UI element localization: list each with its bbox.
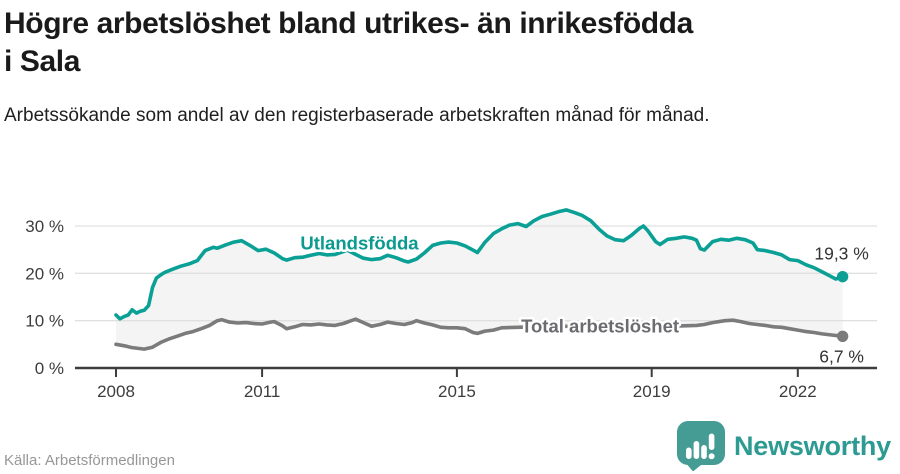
subtitle: Arbetssökande som andel av den registerb… [4,105,710,126]
newsworthy-logo-text: Newsworthy [733,430,891,461]
y-tick-label: 0 % [35,359,64,378]
x-tick-label: 2015 [438,382,476,401]
x-tick-label: 2011 [244,382,281,401]
fill-between-area [116,209,843,350]
source-note: Källa: Arbetsförmedlingen [4,452,175,469]
series-label: Utlandsfödda [300,233,419,254]
y-tick-label: 30 % [25,217,64,236]
series-end-dot [836,270,849,283]
newsworthy-logo-icon [676,421,725,471]
x-tick-label: 2022 [779,382,817,401]
page-title: Högre arbetslöshet bland utrikes- än inr… [4,7,693,79]
y-tick-label: 10 % [25,312,64,331]
series-end-dot [836,330,849,342]
end-value-label: 19,3 % [814,244,868,264]
series-label: Total arbetslöshet [521,316,679,337]
end-value-label: 6,7 % [819,346,864,366]
y-tick-label: 20 % [25,264,64,283]
newsworthy-logo[interactable]: Newsworthy [676,421,891,471]
x-tick-label: 2008 [97,382,135,401]
line-chart-svg: 2008 2011 2015 2019 2022 0 % 10 % 20 % 30 % Utlan… [25,208,877,401]
series-line-total [114,317,845,351]
series-line-utlandsfodda [114,208,845,321]
x-tick-label: 2019 [633,382,671,401]
